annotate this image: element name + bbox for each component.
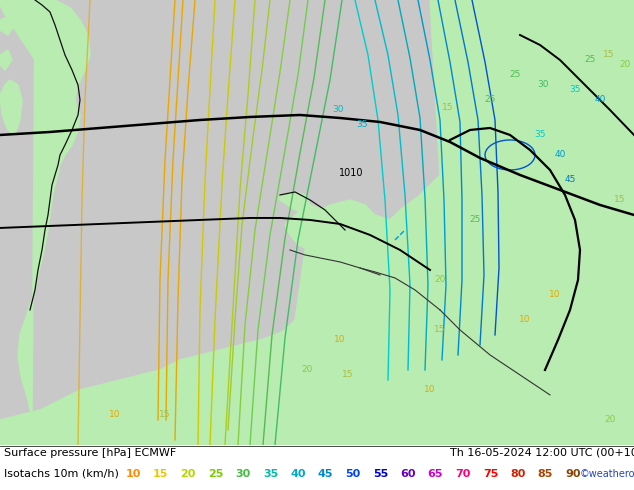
Polygon shape	[0, 15, 15, 35]
Text: 35: 35	[263, 469, 278, 479]
Polygon shape	[0, 50, 12, 70]
Text: 10: 10	[109, 411, 120, 419]
Text: 30: 30	[235, 469, 250, 479]
Text: 30: 30	[537, 80, 549, 90]
Text: 70: 70	[455, 469, 470, 479]
Text: 15: 15	[153, 469, 168, 479]
Text: 25: 25	[208, 469, 223, 479]
Text: ©weatheronline.co.uk: ©weatheronline.co.uk	[580, 469, 634, 479]
Text: 25: 25	[585, 55, 596, 65]
Text: 25: 25	[509, 71, 521, 79]
Polygon shape	[280, 192, 310, 215]
Polygon shape	[18, 0, 90, 415]
Text: 40: 40	[290, 469, 306, 479]
Text: 40: 40	[554, 150, 566, 159]
Polygon shape	[490, 0, 634, 80]
Text: Surface pressure [hPa] ECMWF: Surface pressure [hPa] ECMWF	[4, 448, 176, 458]
Text: 30: 30	[332, 105, 344, 115]
Text: 20: 20	[180, 469, 196, 479]
Text: 15: 15	[159, 411, 171, 419]
Text: 60: 60	[400, 469, 416, 479]
Text: 45: 45	[564, 175, 576, 184]
Text: 15: 15	[443, 103, 454, 113]
Polygon shape	[0, 0, 80, 70]
Text: 35: 35	[569, 85, 581, 95]
Text: 35: 35	[356, 121, 368, 129]
Text: 90: 90	[566, 469, 581, 479]
Polygon shape	[0, 80, 22, 135]
Text: 15: 15	[614, 196, 626, 204]
Text: 65: 65	[428, 469, 443, 479]
Text: 35: 35	[534, 130, 546, 140]
Text: 75: 75	[483, 469, 498, 479]
Text: 15: 15	[342, 370, 354, 379]
Text: 10: 10	[424, 386, 436, 394]
Text: 25: 25	[469, 216, 481, 224]
Text: 10: 10	[519, 316, 531, 324]
Text: 50: 50	[346, 469, 361, 479]
Text: Th 16-05-2024 12:00 UTC (00+108): Th 16-05-2024 12:00 UTC (00+108)	[450, 448, 634, 458]
Text: 55: 55	[373, 469, 388, 479]
Text: 1010: 1010	[339, 168, 363, 178]
Text: 85: 85	[538, 469, 553, 479]
Text: 20: 20	[434, 275, 446, 285]
Text: 15: 15	[434, 325, 446, 335]
Text: 40: 40	[594, 96, 605, 104]
Text: 20: 20	[619, 60, 631, 70]
Text: Isotachs 10m (km/h): Isotachs 10m (km/h)	[4, 469, 119, 479]
Text: 20: 20	[604, 416, 616, 424]
Polygon shape	[430, 0, 634, 175]
Text: 15: 15	[603, 50, 615, 59]
Polygon shape	[285, 205, 330, 250]
Text: 10: 10	[126, 469, 141, 479]
Text: 25: 25	[484, 96, 496, 104]
Text: 10: 10	[549, 291, 560, 299]
Text: 45: 45	[318, 469, 333, 479]
Text: 10: 10	[334, 336, 346, 344]
Text: 80: 80	[510, 469, 526, 479]
Polygon shape	[0, 40, 634, 445]
Text: 20: 20	[301, 366, 313, 374]
